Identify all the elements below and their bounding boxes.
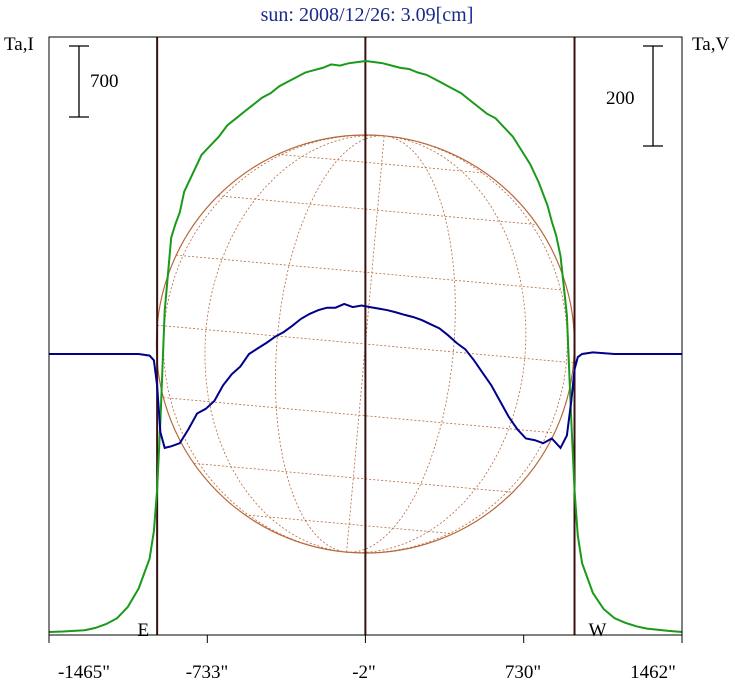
series-line-ta-i: [48, 59, 683, 633]
x-tick-label: -2": [352, 662, 376, 683]
x-axis-ticks: -1465" -733" -2" 730" 1462": [48, 635, 683, 683]
disk-parallel: [245, 514, 454, 535]
disk-meridian: [163, 134, 385, 553]
disk-meridian: [275, 135, 385, 553]
scale-bar-right: [643, 45, 663, 147]
chart-title: sun: 2008/12/26: 3.09[cm]: [261, 4, 474, 26]
x-tick-label: 1462": [630, 662, 676, 683]
limb-label-e: E: [138, 620, 150, 641]
disk-parallel: [163, 397, 555, 434]
series-line-ta-v: [49, 302, 682, 450]
x-tick-label: -733": [186, 662, 229, 683]
disk-parallel: [193, 463, 513, 493]
scale-bar-left-label: 700: [90, 71, 119, 92]
disk-meridian: [346, 135, 527, 554]
disk-meridian: [204, 134, 385, 553]
solar-disk-grid: [157, 134, 574, 554]
x-tick-label: -1465": [58, 662, 110, 683]
disk-meridian: [346, 135, 456, 553]
disk-parallel: [217, 195, 537, 225]
y-left-label: Ta,I: [4, 34, 34, 55]
disk-parallel: [277, 153, 486, 174]
disk-parallel: [176, 254, 568, 291]
y-right-label: Ta,V: [692, 34, 729, 55]
limb-label-w: W: [589, 620, 607, 641]
scale-bar-right-label: 200: [606, 88, 635, 109]
scale-bar-left: [69, 45, 89, 118]
x-tick-label: 730": [505, 662, 541, 683]
